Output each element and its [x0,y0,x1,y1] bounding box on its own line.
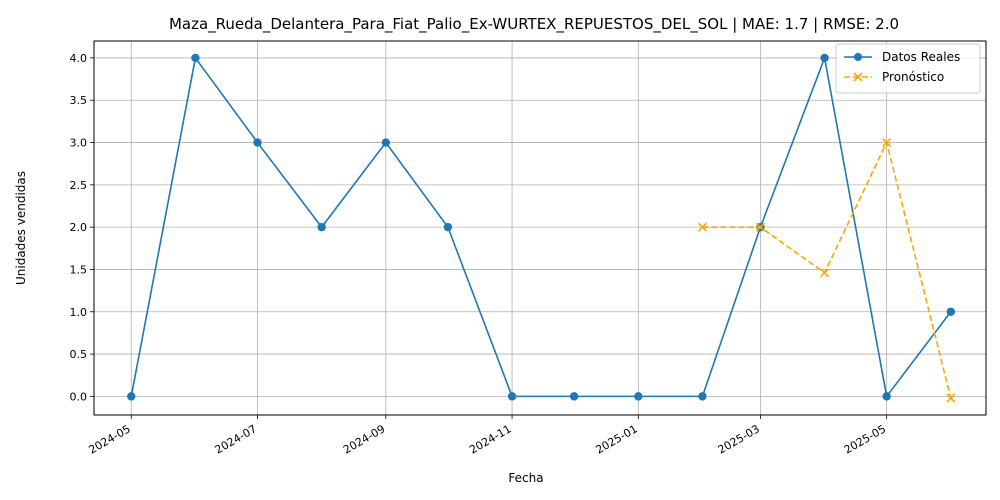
forecast-point [820,268,830,278]
grid-lines [94,41,986,415]
data-point [381,138,391,147]
data-point [569,392,579,401]
chart-title: Maza_Rueda_Delantera_Para_Fiat_Palio_Ex-… [169,15,899,34]
series-group [127,53,956,403]
y-tick-label: 1.0 [70,306,88,319]
data-point [820,53,829,63]
x-axis-label: Fecha [508,471,543,485]
data-point [443,222,453,232]
x-tick-label: 2024-11 [467,422,513,456]
data-point [698,392,707,401]
y-tick-label: 0.0 [70,390,88,403]
data-point [127,392,136,401]
x-tick-label: 2025-01 [593,422,639,456]
y-tick-label: 1.5 [70,263,88,276]
forecast-point [755,222,765,232]
data-point [882,392,891,401]
forecast-point [946,393,956,403]
data-point [317,222,326,232]
y-tick-label: 3.0 [70,137,88,150]
y-tick-label: 4.0 [70,52,88,65]
series-line-0 [130,54,952,399]
axis-ticks: 2024-05 2024-07 2024-09 2024-11 2025-01 2025-… [70,52,889,457]
data-point [634,392,643,401]
x-tick-label: 2024-09 [341,422,387,456]
legend: Datos Reales Pronóstico [835,43,981,94]
forecast-point [882,137,892,148]
x-tick-label: 2024-07 [213,422,259,456]
x-tick-label: 2025-03 [716,422,762,456]
data-point [191,53,200,63]
legend-marker-actual [854,53,862,61]
x-tick-label: 2025-05 [842,422,888,456]
data-point [253,138,262,147]
y-tick-label: 0.5 [70,348,88,361]
legend-label-actual: Datos Reales [882,50,960,64]
forecast-point [697,222,708,232]
y-axis-label: Unidades vendidas [14,171,28,285]
y-tick-label: 2.0 [70,221,88,234]
data-point [946,307,956,316]
y-tick-label: 2.5 [70,179,88,192]
data-point [507,392,517,401]
legend-label-forecast: Pronóstico [882,70,944,84]
plot-area [93,40,987,416]
legend-marker-forecast [853,72,863,82]
y-tick-label: 3.5 [70,94,88,107]
x-tick-label: 2024-05 [86,422,132,456]
